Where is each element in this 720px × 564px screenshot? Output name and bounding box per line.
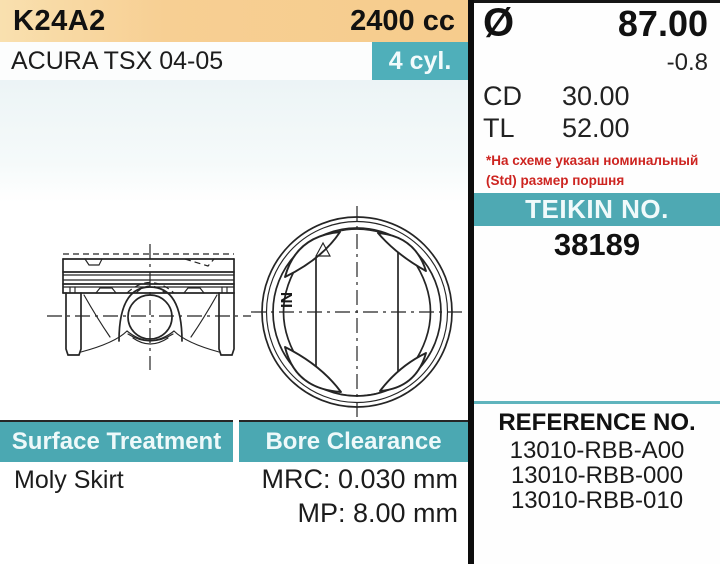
std-note-line2: (Std) размер поршня — [486, 173, 625, 189]
reference-block: REFERENCE NO. 13010-RBB-A00 13010-RBB-00… — [474, 409, 720, 513]
cylinder-count-badge: 4 cyl. — [372, 42, 468, 80]
bore-clearance-values: MRC: 0.030 mm MP: 8.00 mm — [261, 462, 458, 530]
surface-treatment-header: Surface Treatment — [0, 420, 233, 462]
cd-label: CD — [483, 81, 522, 111]
reference-number: 13010-RBB-A00 — [509, 437, 685, 464]
engine-header-bar: K24A2 2400 cc — [0, 0, 468, 42]
panel-divider — [468, 0, 474, 564]
std-note-line1: *На схеме указан номинальный — [486, 153, 699, 168]
piston-drawing-area: IN — [0, 80, 468, 420]
orientation-triangle-icon — [315, 241, 331, 257]
cd-value: 30.00 — [562, 81, 630, 111]
application-row: ACURA TSX 04-05 4 cyl. — [0, 42, 468, 80]
diameter-value: 87.00 — [617, 3, 708, 44]
application-label: ACURA TSX 04-05 — [11, 47, 224, 75]
teikin-label: TEIKIN NO. — [525, 194, 669, 224]
piston-top-view-drawing: IN — [251, 206, 463, 418]
reference-separator — [474, 401, 720, 404]
engine-code-label: K24A2 — [13, 4, 106, 37]
diameter-symbol: Ø — [483, 1, 515, 45]
reference-number: 13010-RBB-010 — [510, 487, 684, 514]
tl-label: TL — [483, 113, 515, 143]
teikin-header-bar: TEIKIN NO. — [474, 193, 720, 226]
tl-value: 52.00 — [562, 113, 630, 143]
right-panel: Ø 87.00 -0.8 CD 30.00 TL 52.00 *На схеме… — [474, 0, 720, 564]
reference-label: REFERENCE NO. — [498, 409, 696, 436]
std-size-note: *На схеме указан номинальный (Std) разме… — [486, 151, 714, 192]
cd-row: CD 30.00 — [483, 81, 630, 112]
intake-marker-label: IN — [279, 292, 296, 308]
tolerance-value: -0.8 — [666, 49, 708, 76]
reference-number: 13010-RBB-000 — [510, 462, 684, 489]
displacement-label: 2400 cc — [350, 4, 455, 37]
bore-clearance-header: Bore Clearance — [239, 420, 468, 462]
piston-side-view-drawing — [47, 244, 251, 370]
tl-row: TL 52.00 — [483, 113, 630, 144]
piston-drawings: IN — [47, 206, 463, 418]
mp-value: MP: 8.00 mm — [297, 498, 458, 528]
teikin-number: 38189 — [553, 227, 641, 262]
left-panel: K24A2 2400 cc ACURA TSX 04-05 4 cyl. — [0, 0, 468, 530]
surface-treatment-value: Moly Skirt — [14, 466, 124, 494]
mrc-value: MRC: 0.030 mm — [261, 464, 458, 494]
